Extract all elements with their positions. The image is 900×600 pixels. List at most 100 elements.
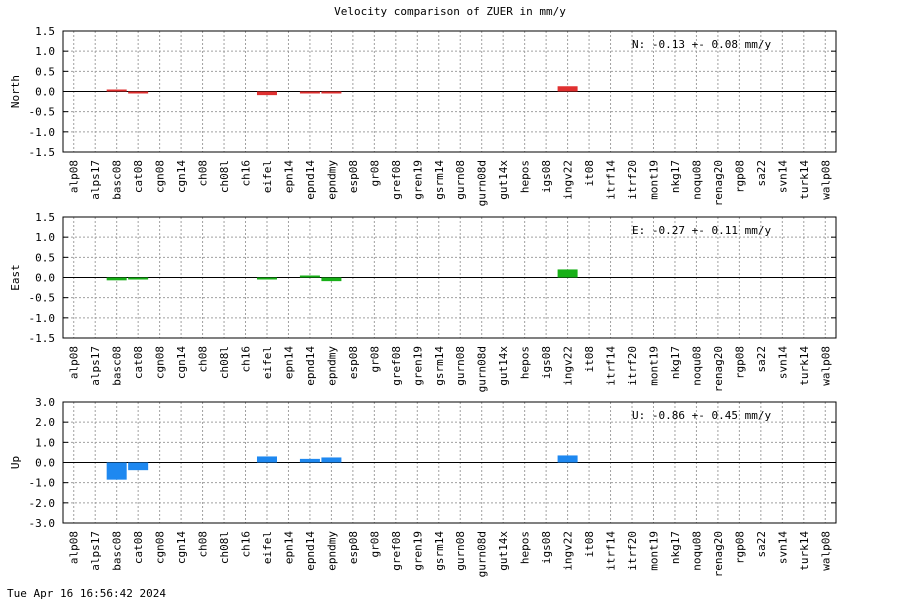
x-tick-label: gurn08d — [476, 531, 489, 577]
x-tick-label: ch16 — [240, 531, 253, 558]
x-tick-label: ch16 — [240, 160, 253, 187]
y-tick-label: 1.5 — [35, 211, 55, 224]
x-tick-label: igs08 — [540, 531, 553, 564]
y-tick-label: 3.0 — [35, 396, 55, 409]
x-tick-label: mont19 — [647, 160, 660, 200]
x-tick-label: walp08 — [819, 346, 832, 386]
x-tick-label: gut14x — [497, 531, 510, 571]
x-tick-label: sa22 — [755, 346, 768, 373]
y-axis-label: East — [9, 264, 22, 291]
bar-basc08 — [106, 277, 127, 281]
x-tick-label: sa22 — [755, 531, 768, 558]
x-tick-label: renag20 — [712, 346, 725, 392]
y-tick-label: -2.0 — [29, 497, 56, 510]
x-tick-label: eifel — [261, 160, 274, 193]
x-tick-label: hepos — [519, 346, 532, 379]
x-tick-label: renag20 — [712, 160, 725, 206]
x-tick-label: ch16 — [240, 346, 253, 373]
x-tick-label: cgn14 — [175, 160, 188, 193]
x-tick-label: gurn08 — [454, 346, 467, 386]
y-tick-label: 1.0 — [35, 436, 55, 449]
x-tick-label: hepos — [519, 531, 532, 564]
x-tick-label: gr08 — [368, 160, 381, 187]
x-tick-label: gref08 — [390, 346, 403, 386]
x-tick-label: cat08 — [132, 160, 145, 193]
y-tick-label: -0.5 — [29, 106, 56, 119]
plot-frame — [62, 30, 837, 153]
x-tick-label: itrf20 — [626, 160, 639, 200]
x-tick-label: cgn08 — [154, 531, 167, 564]
y-tick-label: -1.0 — [29, 477, 56, 490]
y-tick-label: 1.0 — [35, 231, 55, 244]
bar-epnd14 — [299, 275, 320, 278]
y-tick-label: 1.5 — [35, 25, 55, 38]
y-tick-label: 2.0 — [35, 416, 55, 429]
x-tick-label: epndmy — [325, 160, 338, 200]
x-tick-label: noqu08 — [690, 346, 703, 386]
x-tick-label: ingv22 — [562, 531, 575, 571]
x-tick-label: alp08 — [68, 531, 81, 564]
plot-frame — [62, 401, 837, 524]
x-tick-label: renag20 — [712, 531, 725, 577]
panel-up: -3.0 -2.0 -1.0 0.0 1.0 2.0 3.0 alp08 alps17 basc0… — [9, 396, 837, 577]
x-tick-label: epn14 — [282, 160, 295, 193]
x-tick-label: ch08 — [197, 160, 210, 187]
x-tick-label: gurn08 — [454, 531, 467, 571]
x-tick-label: itrf20 — [626, 531, 639, 571]
x-tick-label: epnd14 — [304, 531, 317, 571]
bar-basc08 — [106, 89, 127, 92]
bar-ingv22 — [557, 86, 578, 92]
x-tick-label: epndmy — [325, 346, 338, 386]
bar-cat08 — [128, 91, 149, 94]
x-tick-label: gren19 — [411, 160, 424, 200]
bar-epndmy — [321, 91, 342, 94]
x-tick-label: epndmy — [325, 531, 338, 571]
x-tick-label: alp08 — [68, 346, 81, 379]
x-tick-label: itrf14 — [605, 160, 618, 200]
x-tick-label: igs08 — [540, 160, 553, 193]
x-tick-label: cgn14 — [175, 346, 188, 379]
y-tick-label: -3.0 — [29, 517, 56, 530]
x-tick-label: epn14 — [282, 346, 295, 379]
x-tick-label: sa22 — [755, 160, 768, 187]
x-tick-label: ingv22 — [562, 160, 575, 200]
y-tick-label: 0.5 — [35, 65, 55, 78]
x-tick-label: gsrm14 — [433, 346, 446, 386]
x-tick-label: hepos — [519, 160, 532, 193]
y-tick-label: -1.0 — [29, 312, 56, 325]
bar-ingv22 — [557, 269, 578, 278]
x-tick-label: ch08 — [197, 531, 210, 558]
plot-frame — [62, 216, 837, 339]
x-tick-label: eifel — [261, 531, 274, 564]
x-tick-label: svn14 — [776, 531, 789, 564]
y-tick-label: 0.5 — [35, 251, 55, 264]
x-tick-label: alps17 — [89, 160, 102, 200]
x-tick-label: gref08 — [390, 160, 403, 200]
bar-epndmy — [321, 457, 342, 463]
x-tick-label: gut14x — [497, 346, 510, 386]
x-tick-label: it08 — [583, 346, 596, 373]
x-tick-label: nkg17 — [669, 346, 682, 379]
x-tick-label: itrf14 — [605, 346, 618, 386]
x-tick-label: gr08 — [368, 531, 381, 558]
x-tick-label: gut14x — [497, 160, 510, 200]
x-tick-label: turk14 — [798, 531, 811, 571]
x-tick-label: cgn14 — [175, 531, 188, 564]
x-tick-label: alp08 — [68, 160, 81, 193]
panel-north: -1.5 -1.0 -0.5 0.0 0.5 1.0 1.5 alp08 alps17 basc0… — [9, 25, 837, 206]
x-tick-label: ch08 — [197, 346, 210, 373]
x-tick-label: gurn08d — [476, 346, 489, 392]
y-tick-label: 0.0 — [35, 272, 55, 285]
panel-east: -1.5 -1.0 -0.5 0.0 0.5 1.0 1.5 alp08 alps17 basc0… — [9, 211, 837, 392]
x-tick-label: nkg17 — [669, 160, 682, 193]
x-tick-label: cat08 — [132, 346, 145, 379]
x-tick-label: itrf14 — [605, 531, 618, 571]
y-tick-label: -1.5 — [29, 332, 56, 345]
x-tick-label: epnd14 — [304, 346, 317, 386]
x-tick-label: gr08 — [368, 346, 381, 373]
x-tick-label: ingv22 — [562, 346, 575, 386]
bar-basc08 — [106, 462, 127, 480]
x-tick-label: nkg17 — [669, 531, 682, 564]
x-tick-label: cat08 — [132, 531, 145, 564]
